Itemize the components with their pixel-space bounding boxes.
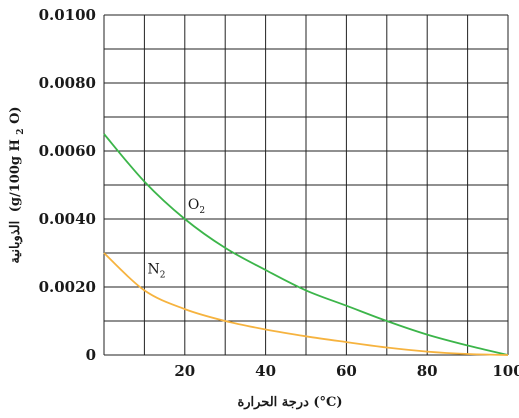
series-line-n2 — [103, 252, 509, 356]
y-axis-title: الذوبانية (g/100g H 2 O) — [8, 106, 27, 263]
y-axis-title-unit-open: (g/100g H — [8, 139, 23, 212]
x-tick-label: 60 — [336, 362, 357, 380]
x-axis-title: درجة الحرارة (°C) — [237, 395, 342, 410]
curves — [103, 133, 509, 356]
x-tick-label: 80 — [417, 362, 438, 380]
y-axis-title-unit-close: O) — [8, 106, 23, 123]
series-label-n2: N2 — [147, 261, 165, 280]
y-axis-title-unit-sub: 2 — [16, 128, 26, 134]
y-tick-label: 0.0060 — [39, 142, 96, 160]
series-label-o2: O2 — [188, 197, 205, 216]
y-tick-label: 0.0080 — [39, 74, 96, 92]
x-tick-label: 100 — [492, 362, 519, 380]
x-tick-label: 40 — [255, 362, 276, 380]
y-tick-label: 0 — [86, 346, 96, 364]
grid — [103, 14, 509, 356]
y-axis-title-arabic: الذوبانية — [8, 221, 23, 264]
y-tick-label: 0.0040 — [39, 210, 96, 228]
y-tick-label: 0.0100 — [39, 6, 96, 24]
tick-labels: 0 0.0020 0.0040 0.0060 0.0080 0.0100 20 40 60 80 1… — [39, 6, 519, 380]
series-labels: O2 N2 — [147, 197, 205, 281]
y-tick-label: 0.0020 — [39, 278, 96, 296]
series-line-o2 — [103, 133, 509, 356]
x-tick-label: 20 — [174, 362, 195, 380]
